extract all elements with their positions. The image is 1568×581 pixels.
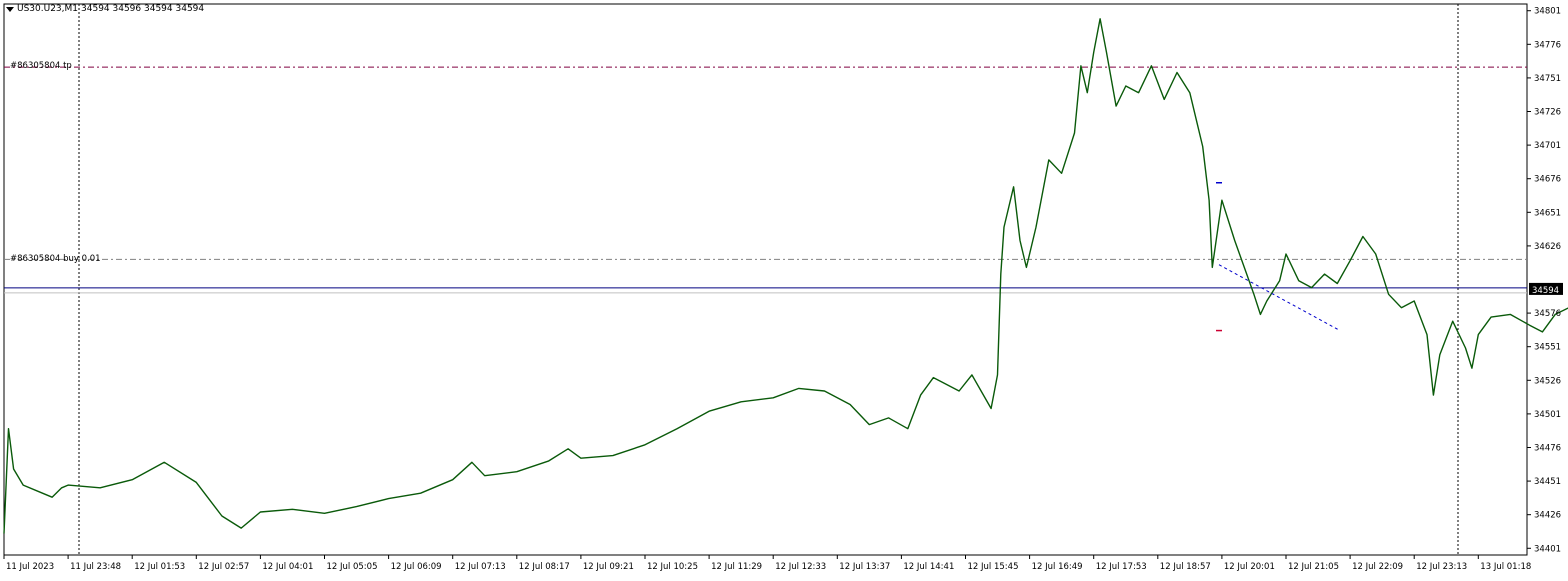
x-tick-label: 12 Jul 11:29 (711, 562, 762, 572)
y-tick-label: 34776 (1534, 40, 1561, 50)
x-tick-label: 12 Jul 17:53 (1096, 562, 1147, 572)
y-tick-label: 34576 (1534, 309, 1561, 319)
plot-frame (3, 3, 1528, 556)
x-tick-label: 12 Jul 01:53 (134, 562, 185, 572)
y-tick-label: 34551 (1534, 343, 1561, 353)
x-tick-label: 12 Jul 20:01 (1224, 562, 1275, 572)
chart-header: US30.U23,M1 34594 34596 34594 34594 (6, 4, 204, 14)
price-series-line (3, 18, 1568, 534)
symbol-label: US30.U23,M1 (17, 4, 79, 14)
y-tick-label: 34676 (1534, 175, 1561, 185)
y-tick-label: 34751 (1534, 74, 1561, 84)
y-tick-label: 34701 (1534, 141, 1561, 151)
x-tick-label: 11 Jul 2023 (6, 562, 54, 572)
y-tick-label: 34801 (1534, 7, 1561, 17)
x-tick-label: 12 Jul 10:25 (647, 562, 698, 572)
current-price-badge (1529, 282, 1563, 295)
trade-connector-line (1218, 264, 1341, 332)
x-tick-label: 12 Jul 15:45 (968, 562, 1019, 572)
x-tick-label: 12 Jul 05:05 (327, 562, 378, 572)
y-tick-label: 34476 (1534, 443, 1561, 453)
ohlc-values: 34594 34596 34594 34594 (81, 4, 205, 14)
x-tick-label: 12 Jul 23:13 (1416, 562, 1467, 572)
y-tick-label: 34526 (1534, 376, 1561, 386)
current-price-label: 34594 (1532, 286, 1559, 296)
x-tick-label: 12 Jul 02:57 (198, 562, 249, 572)
x-tick-label: 12 Jul 12:33 (775, 562, 826, 572)
x-tick-label: 11 Jul 23:48 (70, 562, 121, 572)
x-tick-label: 12 Jul 06:09 (391, 562, 442, 572)
y-tick-label: 34426 (1534, 511, 1561, 521)
chevron-down-icon[interactable] (6, 6, 14, 12)
x-tick-label: 12 Jul 16:49 (1032, 562, 1083, 572)
x-tick-label: 12 Jul 18:57 (1160, 562, 1211, 572)
x-tick-label: 13 Jul 01:18 (1480, 562, 1531, 572)
y-tick-label: 34626 (1534, 242, 1561, 252)
y-tick-label: 34726 (1534, 108, 1561, 118)
x-tick-label: 12 Jul 04:01 (262, 562, 313, 572)
x-tick-label: 12 Jul 08:17 (519, 562, 570, 572)
y-tick-label: 34451 (1534, 477, 1561, 487)
x-tick-label: 12 Jul 14:41 (903, 562, 954, 572)
y-tick-label: 34651 (1534, 208, 1561, 218)
x-tick-label: 12 Jul 22:09 (1352, 562, 1403, 572)
y-tick-label: 34501 (1534, 410, 1561, 420)
x-tick-label: 12 Jul 13:37 (839, 562, 890, 572)
x-tick-label: 12 Jul 07:13 (455, 562, 506, 572)
y-tick-label: 34401 (1534, 544, 1561, 554)
x-tick-label: 12 Jul 09:21 (583, 562, 634, 572)
x-tick-label: 12 Jul 21:05 (1288, 562, 1339, 572)
tp-level-label: #86305804 tp (10, 61, 72, 71)
buy-level-label: #86305804 buy 0.01 (10, 254, 101, 264)
